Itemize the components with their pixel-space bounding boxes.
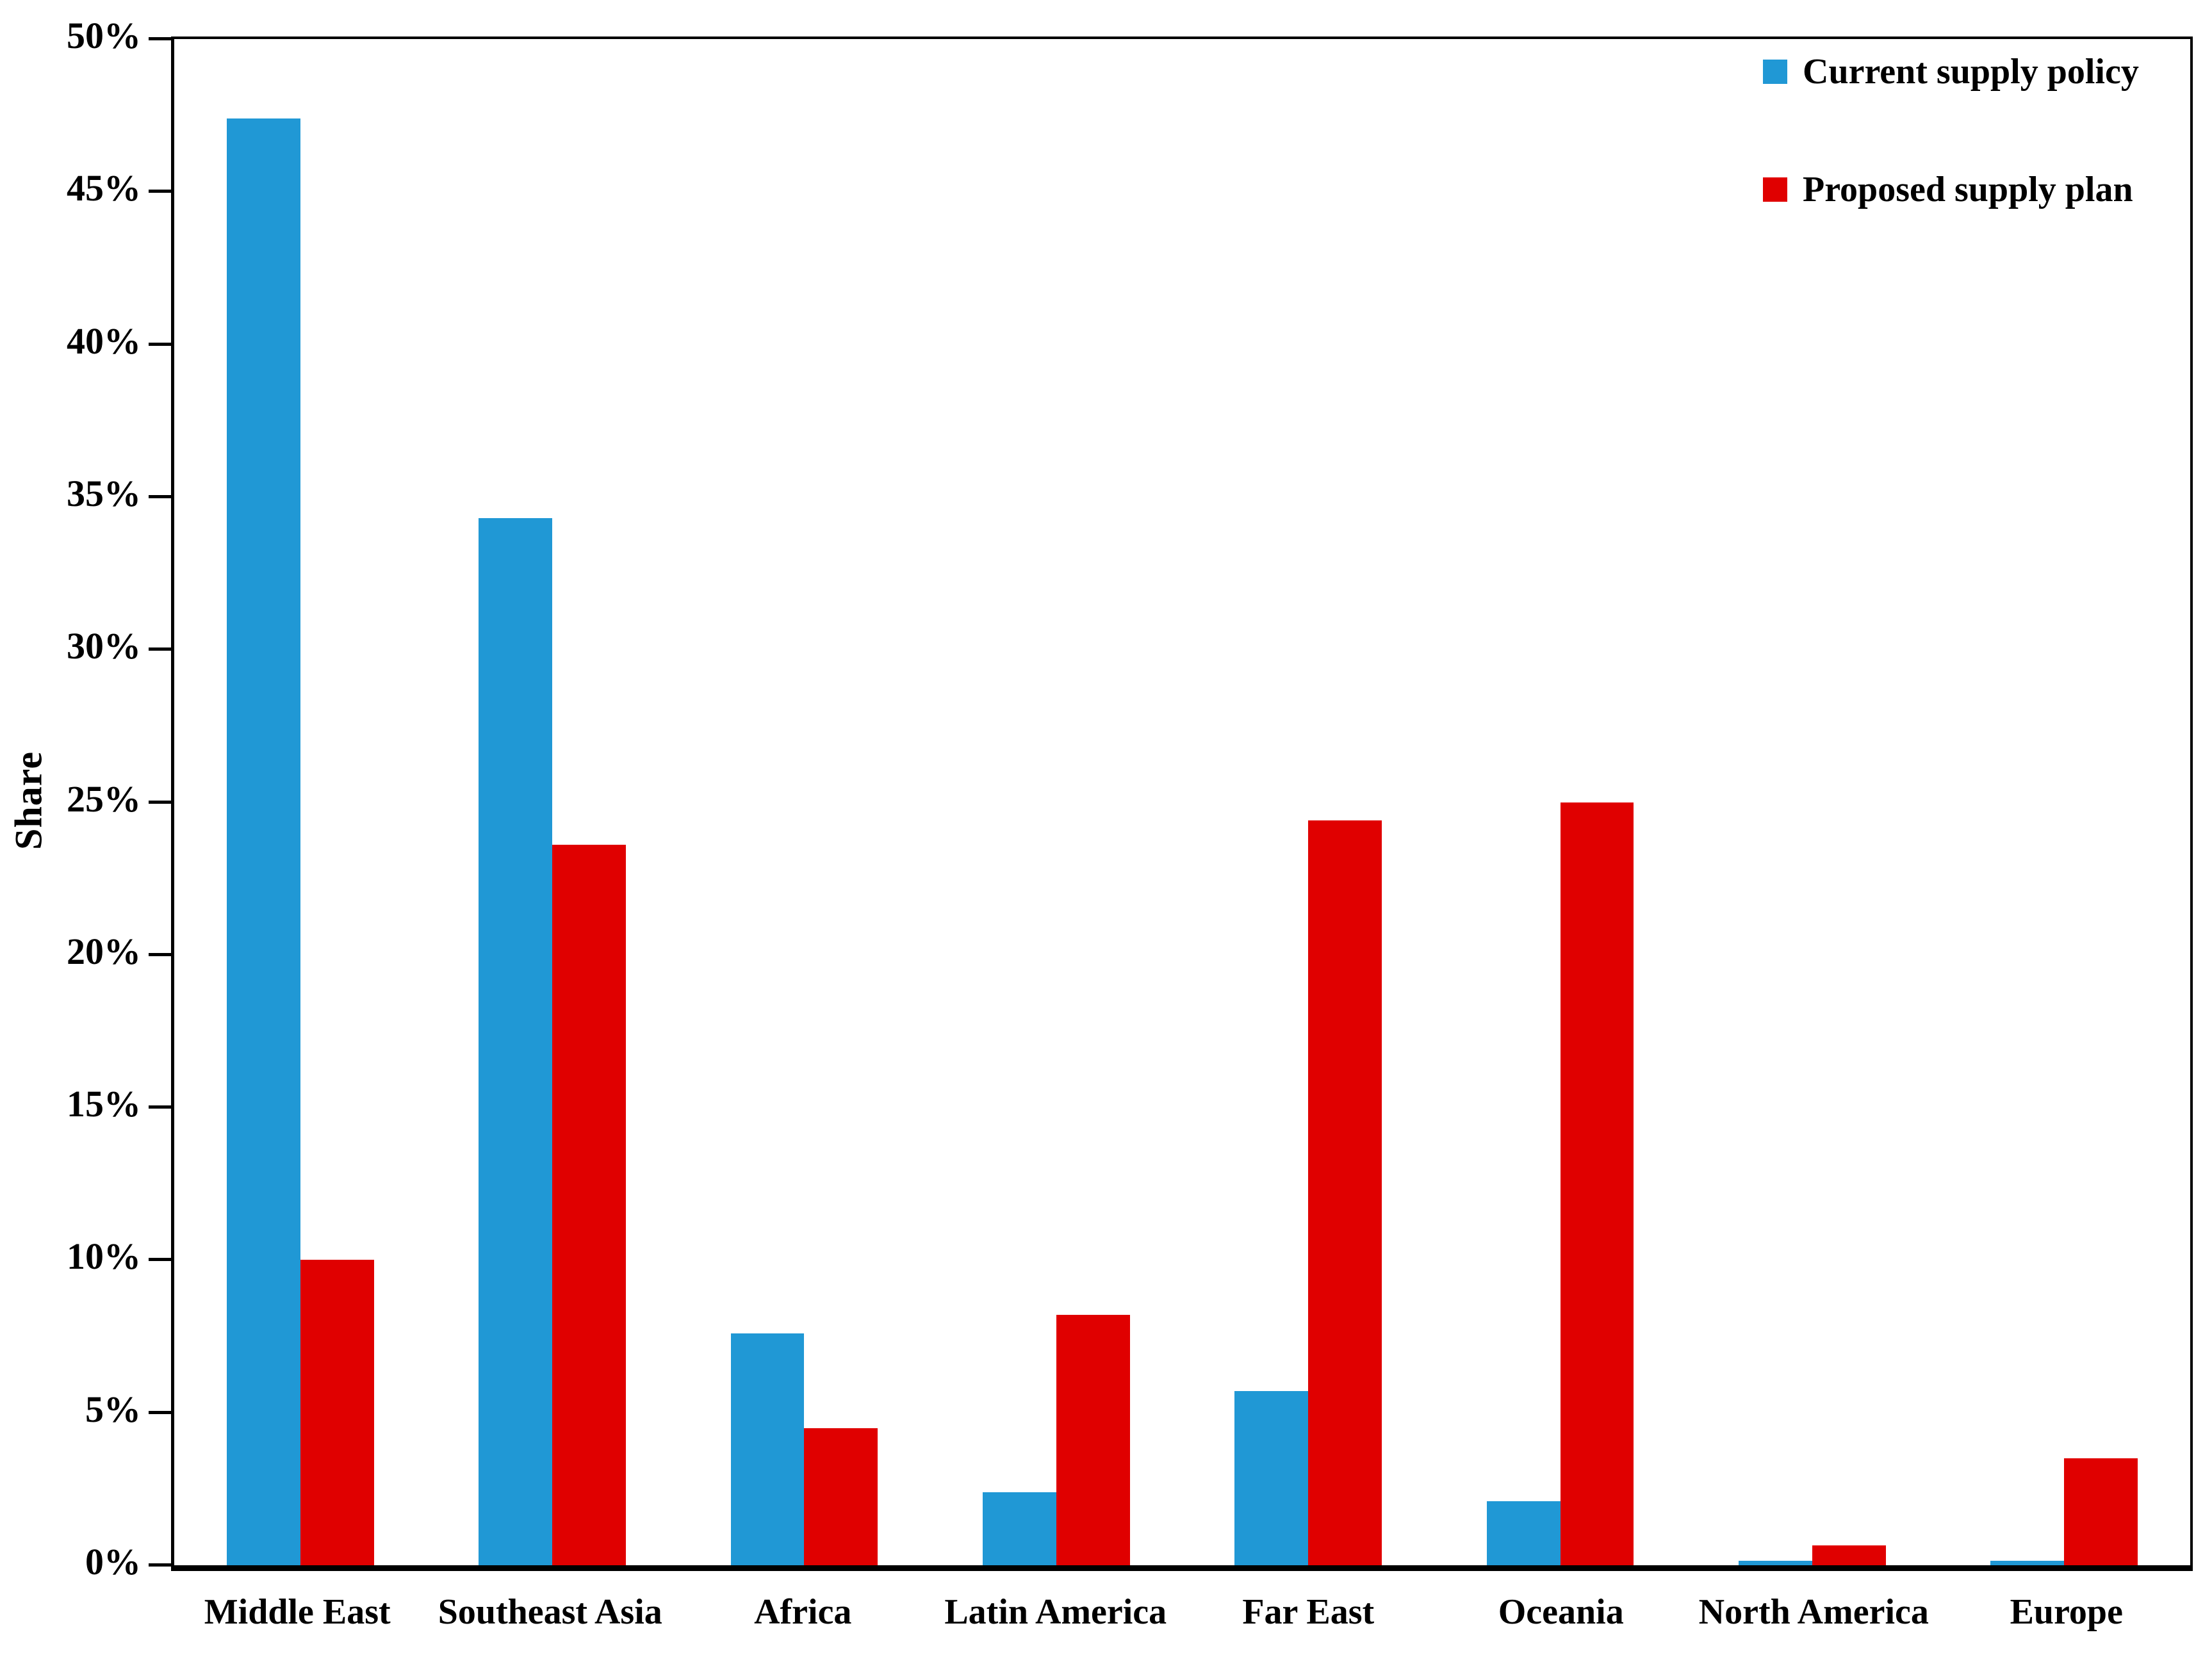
bar-current (1739, 1560, 1812, 1565)
category-band (426, 39, 678, 1565)
bar-current (1990, 1560, 2065, 1565)
category-band (930, 39, 1182, 1565)
bar-current (982, 1492, 1056, 1565)
y-tick-label: 35% (67, 472, 141, 514)
y-tick-mark (149, 1105, 171, 1109)
category-band (1686, 39, 1938, 1565)
legend-label: Current supply policy (1803, 52, 2139, 92)
legend-marker-icon (1763, 60, 1787, 84)
y-tick-label: 0% (85, 1541, 141, 1583)
legend-entry: Proposed supply plan (1763, 172, 2139, 208)
plot-area: 0% 5% 10% 15% 20% 25% 30% 35% 40% 45% 50% (67, 17, 2193, 1581)
legend-entry: Current supply policy (1763, 54, 2139, 90)
y-axis-title: Share (7, 751, 50, 850)
category-band (1434, 39, 1686, 1565)
bar-current (226, 118, 300, 1565)
y-tick-mark (149, 494, 171, 498)
x-axis-label: Europe (2010, 1592, 2123, 1632)
legend-label: Proposed supply plan (1803, 170, 2133, 209)
category-band (1183, 39, 1434, 1565)
y-tick-mark (149, 1410, 171, 1414)
bar-proposed (552, 845, 626, 1565)
bar-current (1486, 1501, 1561, 1565)
y-tick-mark (149, 647, 171, 651)
y-tick-label: 15% (67, 1083, 141, 1125)
x-axis-label: Southeast Asia (438, 1592, 662, 1632)
bar-proposed (1812, 1545, 1886, 1565)
category-band (1938, 39, 2190, 1565)
y-tick-mark (149, 952, 171, 956)
y-tick-mark (149, 190, 171, 193)
x-axis-label: North America (1698, 1592, 1929, 1632)
y-tick-mark (149, 342, 171, 346)
legend-marker-icon (1763, 177, 1787, 202)
y-tick-label: 50% (67, 15, 141, 56)
y-tick-label: 25% (67, 778, 141, 820)
bars-container (174, 39, 2190, 1565)
y-tick-mark (149, 1258, 171, 1262)
y-tick-label: 40% (67, 320, 141, 362)
category-band (174, 39, 426, 1565)
y-tick-label: 5% (85, 1388, 141, 1430)
bar-current (730, 1333, 805, 1565)
y-tick-label: 45% (67, 167, 141, 209)
bar-proposed (1560, 802, 1634, 1565)
x-axis-label: Middle East (204, 1592, 391, 1632)
y-tick-label: 10% (67, 1235, 141, 1278)
x-axis-label: Far East (1242, 1592, 1375, 1632)
bar-proposed (804, 1428, 878, 1565)
x-axis-label: Africa (754, 1592, 852, 1632)
bar-current (479, 518, 553, 1565)
bar-proposed (1308, 820, 1382, 1565)
y-tick-label: 30% (67, 625, 141, 667)
bar-proposed (1056, 1315, 1130, 1565)
y-tick-mark (149, 1563, 171, 1567)
x-axis-label: Oceania (1498, 1592, 1624, 1632)
x-axis-label: Latin America (944, 1592, 1167, 1632)
y-tick-mark (149, 37, 171, 40)
bar-current (1234, 1391, 1309, 1565)
bar-proposed (2064, 1458, 2138, 1565)
bar-proposed (300, 1260, 374, 1565)
y-tick-mark (149, 800, 171, 804)
y-tick-label: 20% (67, 930, 141, 972)
x-axis-labels: Middle East Southeast Asia Africa Latin Ame… (171, 1592, 2193, 1633)
legend: Current supply policy Proposed supply pla… (1763, 54, 2139, 208)
category-band (678, 39, 930, 1565)
